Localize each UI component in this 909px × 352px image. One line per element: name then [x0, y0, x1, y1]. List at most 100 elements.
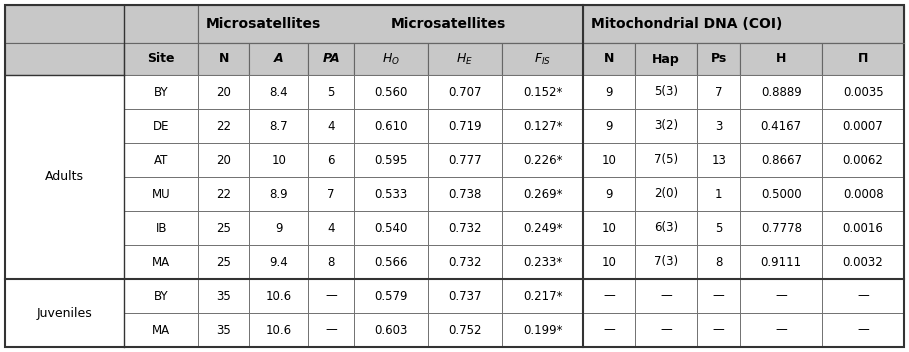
Bar	[740, 75, 822, 109]
Text: 0.595: 0.595	[375, 153, 407, 166]
Bar	[502, 109, 584, 143]
Bar	[125, 75, 198, 109]
Text: 0.8889: 0.8889	[761, 86, 802, 99]
Bar	[125, 313, 198, 347]
Text: 0.152*: 0.152*	[523, 86, 563, 99]
Bar	[822, 279, 904, 313]
Bar	[198, 143, 249, 177]
Text: 0.127*: 0.127*	[523, 119, 563, 132]
Text: 0.269*: 0.269*	[523, 188, 563, 201]
Bar	[502, 313, 584, 347]
Text: 4: 4	[327, 221, 335, 234]
Bar	[308, 109, 354, 143]
Bar	[354, 177, 428, 211]
Text: 0.7778: 0.7778	[761, 221, 802, 234]
Text: Juveniles: Juveniles	[36, 307, 93, 320]
Text: 9: 9	[605, 86, 613, 99]
Text: Microsatellites: Microsatellites	[206, 17, 322, 31]
Text: 0.4167: 0.4167	[761, 119, 802, 132]
Text: 1: 1	[715, 188, 723, 201]
Bar	[308, 43, 354, 75]
Bar	[697, 177, 740, 211]
Text: Adults: Adults	[45, 170, 85, 183]
Text: 10: 10	[602, 256, 616, 269]
Text: 0.719: 0.719	[448, 119, 482, 132]
Text: BY: BY	[154, 289, 168, 302]
Text: 20: 20	[216, 86, 231, 99]
Bar	[428, 177, 502, 211]
Bar	[634, 75, 697, 109]
Text: 0.0035: 0.0035	[843, 86, 884, 99]
Text: PA: PA	[323, 52, 340, 65]
Text: 0.0062: 0.0062	[843, 153, 884, 166]
Bar	[822, 143, 904, 177]
Text: 0.0007: 0.0007	[843, 119, 884, 132]
Bar	[697, 211, 740, 245]
Bar	[354, 313, 428, 347]
Bar	[428, 75, 502, 109]
Text: 0.540: 0.540	[375, 221, 407, 234]
Text: 0.0016: 0.0016	[843, 221, 884, 234]
Text: 9: 9	[605, 188, 613, 201]
Text: 10: 10	[272, 153, 286, 166]
Bar	[198, 313, 249, 347]
Text: N: N	[604, 52, 614, 65]
Text: 0.249*: 0.249*	[523, 221, 563, 234]
Text: AT: AT	[155, 153, 168, 166]
Bar	[198, 279, 249, 313]
Bar	[428, 43, 502, 75]
Text: 5: 5	[327, 86, 335, 99]
Bar	[634, 43, 697, 75]
Text: —: —	[325, 323, 337, 337]
Text: 13: 13	[712, 153, 726, 166]
Bar	[697, 279, 740, 313]
Bar	[125, 143, 198, 177]
Bar	[584, 279, 634, 313]
Text: 0.579: 0.579	[375, 289, 407, 302]
Text: —: —	[604, 323, 615, 337]
Bar	[308, 177, 354, 211]
Bar	[584, 109, 634, 143]
Bar	[740, 245, 822, 279]
Bar	[634, 109, 697, 143]
Bar	[634, 211, 697, 245]
Bar	[198, 43, 249, 75]
Text: 20: 20	[216, 153, 231, 166]
Bar	[697, 43, 740, 75]
Bar	[634, 279, 697, 313]
Bar	[308, 143, 354, 177]
Bar	[354, 211, 428, 245]
Text: 0.0008: 0.0008	[843, 188, 884, 201]
Bar	[502, 211, 584, 245]
Bar	[249, 143, 308, 177]
Bar	[249, 75, 308, 109]
Bar	[584, 245, 634, 279]
Text: 35: 35	[216, 289, 231, 302]
Bar	[740, 279, 822, 313]
Bar	[198, 177, 249, 211]
Text: —: —	[325, 289, 337, 302]
Bar	[308, 279, 354, 313]
Bar	[740, 313, 822, 347]
Bar	[584, 211, 634, 245]
Bar	[198, 75, 249, 109]
Text: —: —	[604, 289, 615, 302]
Bar	[308, 75, 354, 109]
Bar	[428, 143, 502, 177]
Bar	[198, 5, 584, 43]
Bar	[198, 211, 249, 245]
Text: 9.4: 9.4	[270, 256, 288, 269]
Text: IB: IB	[155, 221, 167, 234]
Text: —: —	[775, 323, 787, 337]
Text: 3(2): 3(2)	[654, 119, 678, 132]
Bar	[354, 143, 428, 177]
Text: H: H	[776, 52, 786, 65]
Bar	[584, 177, 634, 211]
Text: —: —	[660, 323, 672, 337]
Text: 7: 7	[715, 86, 723, 99]
Text: BY: BY	[154, 86, 168, 99]
Bar	[249, 109, 308, 143]
Text: 8: 8	[715, 256, 723, 269]
Bar	[740, 143, 822, 177]
Bar	[428, 279, 502, 313]
